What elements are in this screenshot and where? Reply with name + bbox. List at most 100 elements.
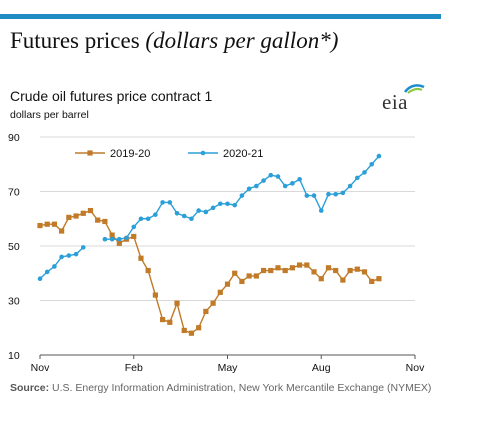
data-point-2019-20 — [224, 281, 231, 287]
data-point-2020-21 — [217, 201, 223, 207]
data-point-2020-21 — [268, 172, 274, 178]
data-point-2020-21 — [254, 183, 259, 189]
data-point-2020-21 — [189, 216, 194, 222]
accent-bar — [0, 14, 441, 19]
data-point-2019-20 — [138, 255, 144, 261]
source-note: Source: U.S. Energy Information Administ… — [10, 382, 440, 395]
data-point-2020-21 — [232, 202, 238, 208]
data-point-2020-21 — [196, 208, 201, 213]
data-point-2020-21 — [311, 193, 317, 198]
data-point-2020-21 — [369, 161, 375, 167]
data-point-2020-21 — [347, 183, 353, 189]
data-point-2019-20 — [102, 218, 108, 225]
data-point-2020-21 — [59, 254, 64, 260]
data-point-2019-20 — [268, 267, 274, 274]
data-point-2020-21 — [326, 191, 331, 197]
data-point-2019-20 — [282, 267, 288, 274]
data-point-2020-21 — [145, 216, 151, 222]
data-point-2019-20 — [246, 273, 252, 279]
data-point-2019-20 — [239, 278, 245, 285]
data-point-2019-20 — [232, 270, 238, 276]
y-tick-label: 30 — [8, 296, 20, 308]
data-point-2019-20 — [145, 267, 151, 274]
data-point-2019-20 — [289, 265, 296, 271]
legend-marker-2020-21 — [200, 150, 206, 156]
data-point-2020-21 — [167, 200, 173, 205]
data-point-2019-20 — [131, 233, 137, 240]
data-point-2020-21 — [239, 193, 245, 198]
data-point-2020-21 — [109, 236, 115, 242]
data-point-2020-21 — [318, 208, 324, 213]
data-point-2019-20 — [311, 269, 317, 275]
data-point-2020-21 — [203, 209, 209, 215]
data-point-2020-21 — [174, 211, 180, 216]
data-point-2019-20 — [376, 276, 382, 282]
data-point-2020-21 — [80, 245, 86, 250]
data-point-2019-20 — [51, 221, 58, 227]
x-tick-label: Feb — [125, 362, 143, 374]
data-point-2019-20 — [109, 232, 115, 238]
data-point-2019-20 — [318, 276, 324, 282]
eia-logo: eia — [382, 84, 426, 114]
x-tick-label: Nov — [406, 362, 425, 374]
data-point-2020-21 — [362, 170, 367, 175]
data-point-2020-21 — [160, 200, 165, 205]
legend-label-2019-20: 2019-20 — [110, 148, 150, 160]
data-point-2020-21 — [117, 236, 122, 242]
data-point-2019-20 — [44, 221, 50, 227]
data-point-2020-21 — [282, 183, 288, 189]
y-tick-label: 50 — [8, 241, 20, 253]
y-tick-label: 70 — [8, 187, 20, 199]
data-point-2019-20 — [260, 267, 267, 274]
data-point-2020-21 — [376, 153, 382, 159]
data-point-2019-20 — [253, 273, 259, 279]
data-point-2019-20 — [340, 277, 346, 283]
data-point-2020-21 — [340, 190, 346, 196]
data-point-2019-20 — [196, 325, 202, 331]
data-point-2020-21 — [181, 213, 187, 219]
data-point-2020-21 — [138, 216, 144, 222]
data-point-2019-20 — [333, 267, 339, 274]
x-tick-label: Aug — [312, 362, 331, 374]
chart-title: Crude oil futures price contract 1 — [10, 88, 213, 104]
data-point-2020-21 — [275, 174, 281, 179]
x-tick-label: May — [218, 362, 239, 374]
data-point-2019-20 — [369, 278, 375, 285]
data-point-2019-20 — [167, 319, 173, 325]
page-title: Futures prices (dollars per gallon*) — [10, 28, 338, 54]
data-point-2019-20 — [37, 222, 43, 229]
series-line-2019-20 — [39, 209, 380, 334]
y-tick-label: 90 — [8, 132, 20, 144]
data-point-2020-21 — [246, 186, 252, 192]
data-point-2020-21 — [355, 175, 360, 181]
data-point-2019-20 — [354, 266, 360, 272]
page-title-qualifier: (dollars per gallon*) — [145, 28, 339, 53]
data-point-2020-21 — [297, 176, 302, 182]
data-point-2019-20 — [95, 217, 101, 223]
data-point-2020-21 — [52, 264, 57, 269]
data-point-2020-21 — [304, 193, 310, 198]
data-point-2019-20 — [217, 289, 223, 295]
data-point-2020-21 — [333, 191, 338, 197]
y-tick-label: 10 — [8, 350, 20, 362]
legend-marker-2019-20 — [87, 150, 93, 156]
data-point-2019-20 — [87, 207, 94, 214]
data-point-2019-20 — [347, 267, 353, 274]
data-point-2019-20 — [203, 308, 209, 314]
data-point-2019-20 — [297, 262, 303, 268]
y-axis-label: dollars per barrel — [10, 109, 89, 121]
data-point-2019-20 — [188, 330, 195, 336]
data-point-2020-21 — [73, 251, 79, 257]
source-label: Source: — [10, 382, 50, 394]
data-point-2020-21 — [290, 181, 295, 186]
data-point-2019-20 — [304, 262, 310, 268]
legend-label-2020-21: 2020-21 — [223, 148, 263, 160]
data-point-2020-21 — [131, 224, 137, 230]
eia-logo-swoosh — [403, 84, 425, 94]
data-point-2020-21 — [66, 253, 72, 258]
data-point-2019-20 — [159, 316, 166, 323]
data-point-2019-20 — [116, 240, 122, 246]
data-point-2019-20 — [80, 210, 86, 216]
data-point-2019-20 — [152, 292, 158, 298]
data-point-2020-21 — [210, 205, 216, 211]
